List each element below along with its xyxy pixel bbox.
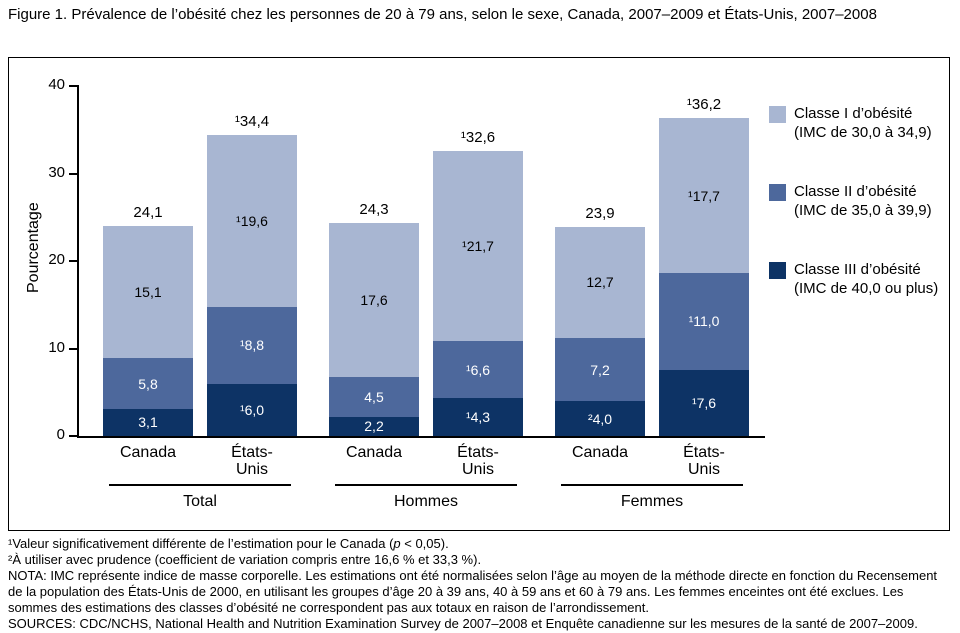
- bar-segment-c1: ¹21,7: [433, 150, 523, 341]
- y-axis-tick-label: 20: [48, 251, 65, 268]
- bar-segment-c2: 4,5: [329, 377, 419, 417]
- y-axis-tick-label: 0: [56, 426, 65, 443]
- y-axis-tick-label: 30: [48, 163, 65, 181]
- bar-Hommes-États-Unis: ¹4,3 ¹6,6 ¹21,7 ¹32,6: [433, 86, 523, 436]
- legend-label-line1: Classe I d’obésité: [794, 105, 913, 122]
- footnote-1-pvalue: p: [393, 536, 401, 551]
- bar-segment-c1: ¹17,7: [659, 118, 749, 274]
- bar-segment-c3: ¹4,3: [433, 398, 523, 436]
- y-axis-tick: [69, 172, 79, 175]
- bar-segment-c1: 12,7: [555, 226, 645, 338]
- bar-segment-c2: ¹11,0: [659, 273, 749, 370]
- footnotes: ¹Valeur significativement différente de …: [8, 536, 954, 632]
- bar-segment-c2: ¹8,8: [207, 306, 297, 384]
- bar-segment-c1: ¹19,6: [207, 135, 297, 307]
- y-axis-tick-label: 40: [48, 76, 65, 93]
- bar-Femmes-Canada: ²4,0 7,2 12,7 23,9: [555, 86, 645, 436]
- bar-total-label: ¹34,4: [234, 113, 270, 130]
- legend-swatch-icon: [769, 262, 786, 279]
- bar-Hommes-Canada: 2,2 4,5 17,6 24,3: [329, 86, 419, 436]
- bar-Total-États-Unis: ¹6,0 ¹8,8 ¹19,6 ¹34,4: [207, 86, 297, 436]
- group-line-Femmes: [561, 484, 743, 486]
- x-axis-label-Canada: Canada: [119, 444, 177, 461]
- footnote-sources: SOURCES: CDC/NCHS, National Health and N…: [8, 616, 918, 631]
- bar-segment-c2: 7,2: [555, 338, 645, 401]
- group-label-Total: Total: [183, 493, 217, 510]
- bar-Femmes-États-Unis: ¹7,6 ¹11,0 ¹17,7 ¹36,2: [659, 86, 749, 436]
- footnote-1-tail: < 0,05).: [400, 536, 449, 551]
- x-axis-label-États-Unis: États-Unis: [231, 444, 273, 478]
- footnote-1-text: ¹Valeur significativement différente de …: [8, 536, 394, 551]
- x-axis-label-États-Unis: États-Unis: [683, 444, 725, 478]
- chart-container: Pourcentage 0 10 20 30 40 3,1 5,8 15,1 24,1 Canad…: [8, 57, 950, 531]
- x-axis-label-États-Unis: États-Unis: [457, 444, 499, 478]
- y-axis-tick: [69, 347, 79, 350]
- legend-label-line1: Classe II d’obésité: [794, 183, 917, 200]
- x-axis-label-Canada: Canada: [345, 444, 403, 461]
- legend-label-c2: Classe II d’obésité (IMC de 35,0 à 39,9): [794, 182, 932, 220]
- x-axis-label-Canada: Canada: [571, 444, 629, 461]
- bar-segment-c1: 15,1: [103, 226, 193, 359]
- bar-segment-c3: ²4,0: [555, 401, 645, 436]
- bar-segment-c1: 17,6: [329, 223, 419, 378]
- legend-swatch-icon: [769, 106, 786, 123]
- legend-entry-c2: Classe II d’obésité (IMC de 35,0 à 39,9): [769, 182, 945, 220]
- legend-entry-c3: Classe III d’obésité (IMC de 40,0 ou plus…: [769, 260, 945, 298]
- bar-segment-c3: 3,1: [103, 408, 193, 436]
- legend: Classe I d’obésité (IMC de 30,0 à 34,9) Cl…: [769, 104, 945, 338]
- legend-label-line2: (IMC de 35,0 à 39,9): [794, 202, 932, 219]
- footnote-2: ²À utiliser avec prudence (coefficient d…: [8, 552, 482, 567]
- group-line-Total: [109, 484, 291, 486]
- y-axis-tick: [69, 85, 79, 87]
- figure-title: Figure 1. Prévalence de l’obésité chez l…: [8, 6, 877, 23]
- bar-segment-c3: 2,2: [329, 416, 419, 436]
- group-label-Femmes: Femmes: [620, 493, 684, 510]
- footnote-1: ¹Valeur significativement différente de …: [8, 536, 954, 552]
- bar-total-label: 24,3: [359, 201, 389, 219]
- bar-total-label: ¹32,6: [460, 128, 496, 146]
- y-axis-title: Pourcentage: [25, 202, 42, 294]
- group-label-Hommes: Hommes: [393, 493, 458, 510]
- y-axis-tick-label: 10: [48, 338, 65, 356]
- legend-swatch-icon: [769, 184, 786, 201]
- bar-total-label: 24,1: [133, 204, 163, 221]
- y-axis-tick: [69, 260, 79, 262]
- legend-label-c1: Classe I d’obésité (IMC de 30,0 à 34,9): [794, 104, 932, 142]
- bar-segment-c3: ¹6,0: [207, 383, 297, 436]
- legend-label-line1: Classe III d’obésité: [794, 261, 921, 278]
- legend-entry-c1: Classe I d’obésité (IMC de 30,0 à 34,9): [769, 104, 945, 142]
- legend-label-line2: (IMC de 40,0 ou plus): [794, 280, 939, 297]
- y-axis-tick: [69, 435, 79, 437]
- bar-Total-Canada: 3,1 5,8 15,1 24,1: [103, 86, 193, 436]
- bar-segment-c2: 5,8: [103, 358, 193, 409]
- bar-total-label: 23,9: [585, 204, 615, 222]
- plot-area: 0 10 20 30 40 3,1 5,8 15,1 24,1 Canada ¹6,0 ¹8,8 ¹19…: [48, 76, 765, 510]
- bar-total-label: ¹36,2: [686, 96, 722, 114]
- legend-label-c3: Classe III d’obésité (IMC de 40,0 ou plus…: [794, 260, 938, 298]
- group-line-Hommes: [335, 484, 517, 486]
- bar-segment-c3: ¹7,6: [659, 369, 749, 436]
- bar-segment-c2: ¹6,6: [433, 340, 523, 399]
- legend-label-line2: (IMC de 30,0 à 34,9): [794, 124, 932, 141]
- footnote-nota: NOTA: IMC représente indice de masse cor…: [8, 568, 938, 615]
